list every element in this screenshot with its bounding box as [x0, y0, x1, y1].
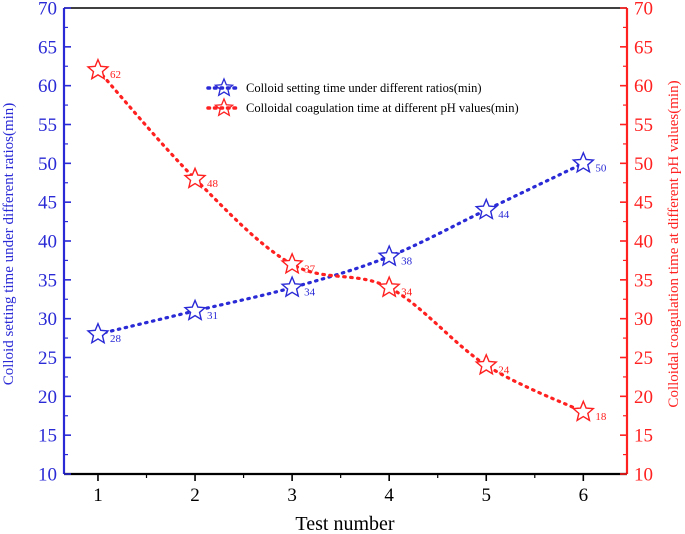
right-y-tick-label: 40	[634, 232, 653, 253]
data-label: 48	[207, 178, 219, 190]
data-label: 37	[304, 263, 316, 275]
right-y-tick-label: 35	[634, 270, 653, 291]
right-y-tick-label: 60	[634, 76, 653, 97]
data-label: 18	[595, 411, 607, 423]
data-point-star-icon	[183, 166, 207, 189]
data-point-star-icon	[86, 57, 110, 81]
data-point-star-icon	[571, 399, 596, 422]
right-y-tick-label: 15	[634, 426, 653, 447]
data-label: 44	[498, 209, 510, 221]
right-y-tick-label: 55	[634, 115, 653, 136]
left-y-tick-label: 40	[38, 232, 57, 253]
data-label: 62	[110, 69, 121, 81]
data-label: 34	[401, 287, 413, 299]
x-tick-label: 6	[579, 485, 589, 506]
data-label: 38	[401, 256, 413, 268]
left-y-tick-label: 20	[38, 387, 57, 408]
data-point-star-icon	[280, 275, 304, 298]
x-axis-title: Test number	[295, 513, 394, 534]
right-y-tick-label: 30	[634, 309, 653, 330]
right-y-tick-label: 50	[634, 154, 653, 175]
data-label: 28	[110, 333, 122, 345]
data-point-star-icon	[474, 352, 498, 376]
right-y-tick-label: 70	[634, 0, 653, 20]
x-tick-label: 1	[93, 485, 103, 506]
data-point-star-icon	[474, 197, 498, 220]
data-point-star-icon	[86, 321, 110, 345]
data-point-star-icon	[377, 244, 401, 267]
data-label: 34	[304, 287, 316, 299]
right-y-tick-label: 25	[634, 348, 653, 369]
left-y-tick-label: 15	[38, 426, 57, 447]
left-y-axis-title: Colloid setting time under different rat…	[1, 103, 17, 386]
left-y-tick-label: 70	[38, 0, 57, 20]
left-y-tick-label: 35	[38, 270, 57, 291]
left-y-tick-label: 10	[38, 465, 57, 486]
left-y-tick-label: 30	[38, 309, 57, 330]
left-y-tick-label: 50	[38, 154, 57, 175]
legend-label-colloid-setting: Colloid setting time under different rat…	[246, 81, 482, 95]
data-point-star-icon	[571, 151, 596, 174]
x-tick-label: 2	[190, 485, 200, 506]
right-y-tick-label: 10	[634, 465, 653, 486]
left-y-tick-label: 65	[38, 37, 57, 58]
left-y-tick-label: 45	[38, 193, 57, 214]
data-label: 24	[498, 364, 510, 376]
legend: Colloid setting time under different rat…	[206, 77, 519, 117]
series-line-0	[96, 161, 585, 336]
data-point-star-icon	[183, 298, 207, 321]
left-y-tick-label: 60	[38, 76, 57, 97]
right-y-tick-label: 20	[634, 387, 653, 408]
data-point-star-icon	[377, 275, 401, 298]
x-tick-label: 3	[287, 485, 297, 506]
series-layer: 28 31 34 38 44 50 62 48 37 34 24 18	[86, 57, 607, 423]
right-y-tick-label: 65	[634, 37, 653, 58]
right-y-tick-label: 45	[634, 193, 653, 214]
x-tick-label: 5	[482, 485, 492, 506]
x-tick-label: 4	[384, 485, 394, 506]
data-label: 31	[207, 310, 218, 322]
data-label: 50	[595, 162, 607, 174]
legend-star-icon-colloidal-coagulation	[213, 97, 235, 117]
right-y-axis-title: Colloidal coagulation time at different …	[666, 80, 682, 407]
data-point-star-icon	[280, 251, 304, 275]
left-y-tick-label: 55	[38, 115, 57, 136]
legend-label-colloidal-coagulation: Colloidal coagulation time at different …	[246, 101, 519, 115]
left-y-tick-label: 25	[38, 348, 57, 369]
legend-star-icon-colloid-setting	[213, 77, 235, 97]
